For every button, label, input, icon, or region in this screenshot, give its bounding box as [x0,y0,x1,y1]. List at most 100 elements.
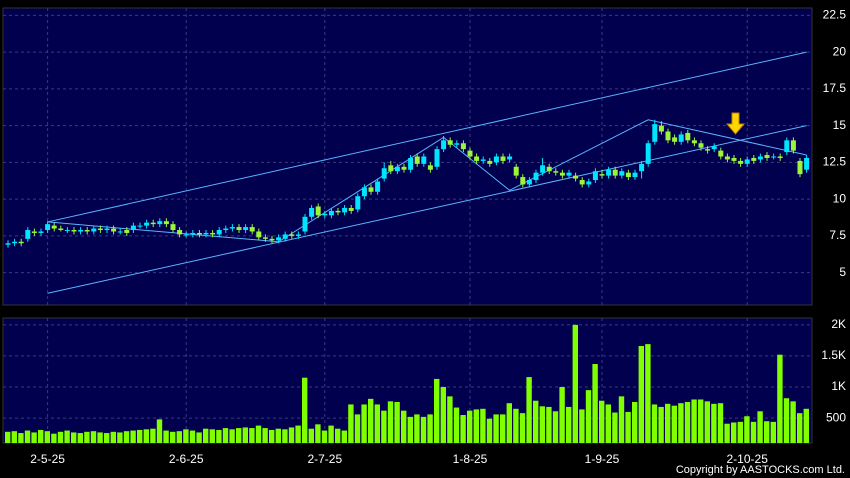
volume-bar [651,404,658,443]
candle-body [262,237,268,239]
candle-body [210,232,216,235]
price-panel [2,7,813,306]
volume-bar [658,406,664,443]
volume-bar [275,428,281,443]
candle-body [625,172,631,178]
volume-bar [315,424,321,443]
x-tick-label: 2-7-25 [307,452,342,466]
volume-bar [566,406,572,443]
volume-bar [302,377,308,443]
volume-panel [2,317,813,444]
volume-bar [216,429,222,443]
volume-bar [678,403,684,443]
candle-body [342,207,348,213]
volume-bar [269,429,275,443]
candle-body [401,166,407,170]
volume-bar [592,364,598,443]
volume-bar [638,345,644,443]
volume-bar [671,405,677,443]
y-tick-label: 10 [833,191,847,205]
candle-body [586,181,592,185]
candle-body [546,166,552,172]
volume-bar [18,433,24,443]
volume-bar [24,430,31,443]
candle-body [447,140,453,145]
volume-bar [513,408,519,443]
candle-body [18,241,24,244]
volume-bar [295,425,301,443]
trendline [47,51,807,223]
volume-bar [97,432,103,443]
y-tick-label: 17.5 [823,81,847,95]
x-tick-label: 2-5-25 [30,452,65,466]
volume-bar [698,399,704,443]
volume-bar [618,396,625,443]
volume-bar [90,431,97,443]
candle-body [454,143,460,145]
candle-body [751,157,757,161]
candle-body [408,157,414,170]
candle-body [711,146,717,150]
volume-bar [797,413,803,443]
volume-bar [447,396,453,443]
candle-body [269,238,275,241]
candle-body [295,234,301,236]
candle-body [771,156,777,158]
volume-bar [559,387,565,443]
candle-body [487,160,493,164]
candle-body [757,156,763,160]
candle-body [282,234,288,239]
volume-bar [130,430,136,443]
candle-body [553,171,559,173]
volume-bar [539,406,545,443]
candle-body [427,165,433,170]
volume-bar [189,430,196,443]
candle-body [157,221,163,225]
volume-bar [321,430,328,443]
volume-bar [493,414,499,443]
trendline [47,125,807,294]
candle-body [507,156,513,160]
volume-bar [665,403,671,443]
volume-bar [38,429,44,443]
candle-body [84,230,90,232]
candle-body [111,228,117,232]
candle-body [375,181,381,192]
candle-body [388,165,394,172]
volume-bar [5,431,11,443]
candle-body [744,159,750,164]
candle-body [328,210,334,216]
volume-bar [387,401,394,443]
candle-body [335,210,341,213]
volume-bar [236,428,242,443]
candle-body [619,171,625,176]
candle-body [183,234,189,236]
y-tick-label: 5 [839,265,846,279]
y-tick-label: 12.5 [823,155,847,169]
candle-body [124,230,130,233]
candle-body [137,225,143,227]
volume-bar [717,403,724,443]
candle-body [276,237,282,241]
candle-body [540,165,546,173]
candle-body [606,169,612,176]
volume-bar [750,421,757,443]
candle-body [777,156,783,158]
volume-bar [341,430,347,443]
candle-body [718,150,724,157]
candle-body [658,125,664,132]
candle-body [216,230,222,235]
volume-bar [711,403,717,443]
y-tick-label: 1.5K [821,348,846,362]
volume-bar [242,427,248,443]
volume-bar [84,431,90,443]
candle-body [421,156,427,164]
candle-body [58,228,64,231]
candle-body [665,131,671,141]
volume-bar [704,401,710,443]
candle-body [414,156,420,164]
candle-body [513,166,519,176]
candle-body [170,224,176,231]
y-tick-label: 22.5 [823,8,847,22]
